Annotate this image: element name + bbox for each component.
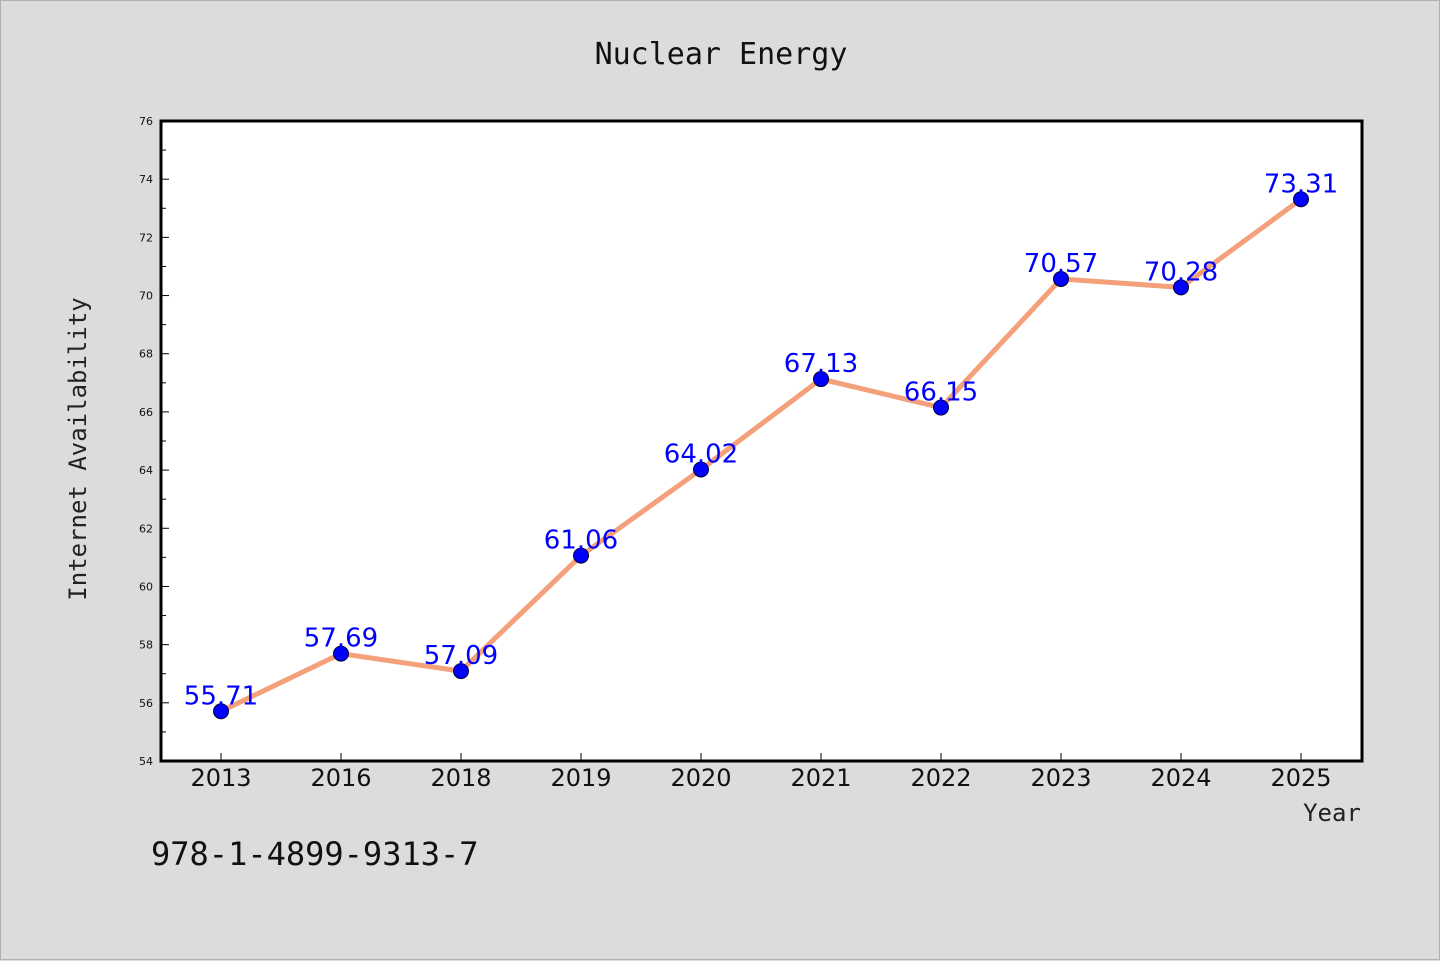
x-tick-label: 2016: [310, 764, 371, 792]
y-tick-label: 76: [139, 115, 153, 128]
y-axis-label: Internet Availability: [64, 297, 92, 600]
y-tick-label: 72: [139, 231, 153, 244]
y-tick-label: 74: [139, 173, 153, 186]
data-label: 70.57: [1024, 249, 1098, 279]
data-point: [573, 547, 589, 564]
data-point: [1173, 279, 1189, 296]
data-label: 73.31: [1264, 169, 1338, 199]
data-label: 64.02: [664, 440, 738, 470]
y-tick-label: 54: [139, 755, 153, 768]
data-point: [213, 703, 229, 720]
y-tick-label: 70: [139, 290, 153, 303]
y-tick-label: 64: [139, 464, 153, 477]
x-tick-label: 2013: [190, 764, 251, 792]
data-point: [813, 371, 829, 388]
data-markers: [213, 191, 1309, 720]
data-point: [1293, 191, 1309, 208]
x-tick-label: 2020: [670, 764, 731, 792]
data-point: [1053, 270, 1069, 287]
y-tick-label: 66: [139, 406, 153, 419]
data-label: 66.15: [904, 378, 978, 408]
data-point: [693, 461, 709, 478]
data-label: 55.71: [184, 681, 258, 711]
y-axis-ticks: 54 56 58 60 62 64 66 68 70 72 74 76: [139, 115, 169, 768]
data-point: [453, 663, 469, 680]
data-labels: 55.71 57.69 57.09 61.06 64.02 67.13 66.15 70.57…: [184, 169, 1338, 711]
data-label: 57.09: [424, 641, 498, 671]
data-label: 61.06: [544, 526, 618, 556]
data-label: 67.13: [784, 349, 858, 379]
plot-area: [159, 119, 1364, 763]
y-tick-label: 62: [139, 522, 153, 535]
data-point: [333, 645, 349, 662]
data-label: 57.69: [304, 624, 378, 654]
x-tick-label: 2018: [430, 764, 491, 792]
x-tick-label: 2023: [1030, 764, 1091, 792]
x-axis-label: Year: [1303, 799, 1361, 827]
data-point: [933, 399, 949, 416]
x-tick-label: 2025: [1270, 764, 1331, 792]
x-tick-label: 2022: [910, 764, 971, 792]
isbn-annotation: 978-1-4899-9313-7: [151, 835, 479, 873]
data-label: 70.28: [1144, 257, 1218, 287]
y-tick-label: 60: [139, 580, 153, 593]
y-tick-label: 58: [139, 639, 153, 652]
series-line: [219, 197, 1303, 714]
y-tick-label: 68: [139, 348, 153, 361]
x-tick-label: 2024: [1150, 764, 1211, 792]
x-tick-label: 2019: [550, 764, 611, 792]
y-tick-label: 56: [139, 697, 153, 710]
chart-title: Nuclear Energy: [595, 37, 848, 72]
x-axis-ticks: 2013 2016 2018 2019 2020 2021 2022 2023 2024 2025: [190, 753, 1332, 792]
x-tick-label: 2021: [790, 764, 851, 792]
